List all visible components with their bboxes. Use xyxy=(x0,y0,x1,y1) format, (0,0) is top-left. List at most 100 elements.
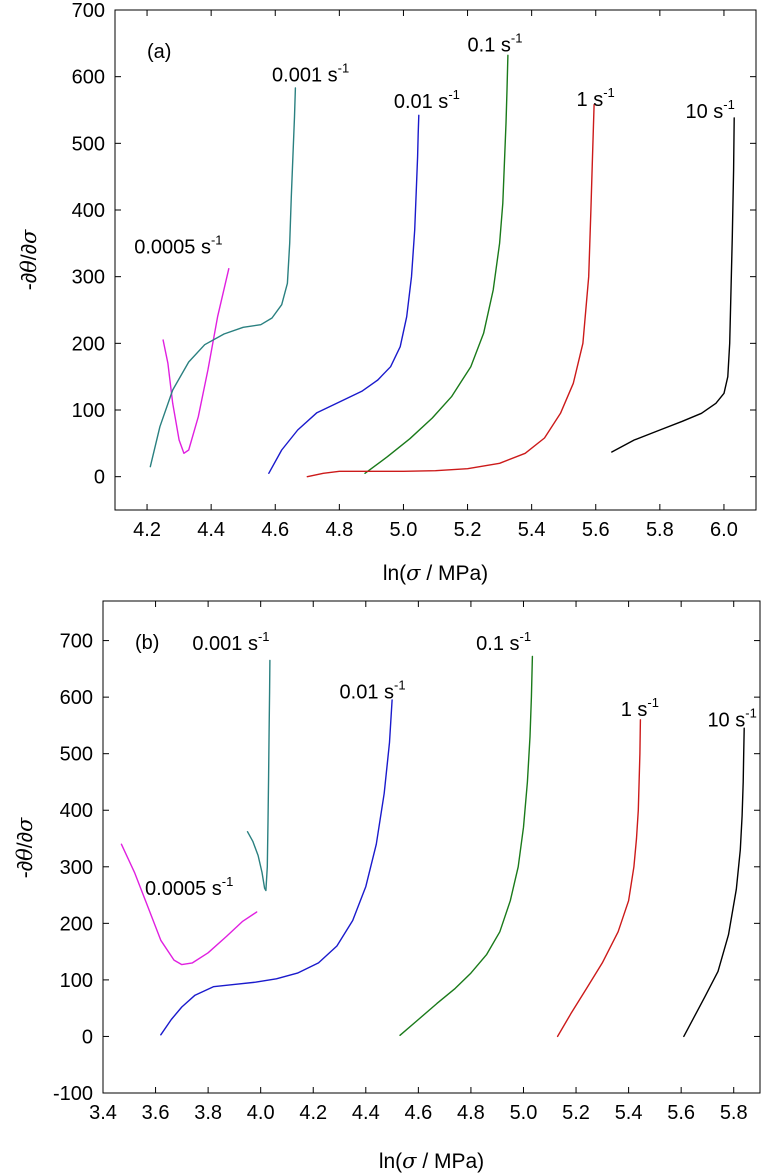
y-tick-label: 300 xyxy=(72,267,105,289)
x-tick-label: 4.4 xyxy=(197,519,225,541)
x-tick-label: 4.2 xyxy=(299,1102,327,1124)
y-tick-label: 600 xyxy=(72,67,105,89)
curve-label-text: 0.1 s xyxy=(468,34,511,56)
x-tick-label: 5.8 xyxy=(720,1102,748,1124)
y-tick-label: 400 xyxy=(60,800,93,822)
curve-label-text: 0.01 s xyxy=(340,681,394,703)
y-axis-label-theta: θ xyxy=(13,848,37,861)
y-axis-label-mid: /∂ xyxy=(14,832,37,848)
series-line-0.1 xyxy=(399,655,534,1037)
y-tick-label: 200 xyxy=(60,913,93,935)
curve-label-sup: -1 xyxy=(211,232,223,247)
y-axis-label-mid: /∂ xyxy=(18,244,41,260)
y-axis-label-sigma: σ xyxy=(17,229,41,244)
curve-label-sup: -1 xyxy=(603,85,615,100)
y-tick-label: 700 xyxy=(72,0,105,22)
x-tick-label: 3.6 xyxy=(142,1102,170,1124)
x-axis-label-pre: ln( xyxy=(379,1150,402,1173)
x-axis-label-symbol: σ xyxy=(406,561,421,585)
y-axis-label: -∂θ/∂σ xyxy=(13,817,37,878)
series-line-10 xyxy=(611,117,735,453)
x-tick-label: 4.0 xyxy=(247,1102,275,1124)
curve-label: 0.1 s-1 xyxy=(476,629,531,655)
y-axis-label: -∂θ/∂σ xyxy=(17,229,41,290)
curve-label-sup: -1 xyxy=(745,706,757,721)
y-axis-label-sigma: σ xyxy=(13,817,37,832)
x-tick-label: 5.4 xyxy=(615,1102,643,1124)
series-line-1 xyxy=(556,719,642,1038)
curve-label-sup: -1 xyxy=(448,87,460,102)
x-tick-label: 4.8 xyxy=(325,519,353,541)
x-tick-label: 5.6 xyxy=(667,1102,695,1124)
curve-label-text: 1 s xyxy=(621,699,648,721)
x-tick-label: 4.6 xyxy=(261,519,289,541)
curve-label-text: 0.01 s xyxy=(394,91,448,113)
curve-label: 0.1 s-1 xyxy=(468,30,523,56)
x-axis-label: ln(σ / MPa) xyxy=(383,561,488,585)
panel-b: 3.4 3.6 3.8 4.0 4.2 4.4 4.6 4.8 5.0 5.2 5.4 5.6 5.8 -… xyxy=(13,600,761,1173)
curve-label: 10 s-1 xyxy=(685,97,734,123)
x-axis-label-post: / MPa) xyxy=(417,1150,485,1173)
series-line-0.001 xyxy=(149,87,297,468)
y-tick-label: 100 xyxy=(60,970,93,992)
series-line-0.1 xyxy=(364,54,509,474)
x-tick-label: 5.4 xyxy=(518,519,546,541)
series-line-0.01 xyxy=(268,114,420,474)
x-tick-label: 5.0 xyxy=(390,519,418,541)
curve-label: 0.01 s-1 xyxy=(340,677,406,703)
curve-label-text: 1 s xyxy=(577,89,604,111)
curve-label-text: 10 s xyxy=(707,710,745,732)
y-tick-label: 500 xyxy=(60,744,93,766)
curve-label: 10 s-1 xyxy=(707,706,756,732)
y-tick-label: 700 xyxy=(60,631,93,653)
curve-label-sup: -1 xyxy=(258,629,270,644)
x-tick-label: 6.0 xyxy=(710,519,738,541)
plot-frame xyxy=(102,600,761,1094)
x-axis-label-symbol: σ xyxy=(402,1149,417,1173)
y-tick-label: 200 xyxy=(72,333,105,355)
x-axis-label-pre: ln( xyxy=(383,562,406,585)
x-tick-label: 3.8 xyxy=(194,1102,222,1124)
curve-label-text: 0.1 s xyxy=(476,633,519,655)
x-tick-label: 5.6 xyxy=(582,519,610,541)
curve-label: 0.0005 s-1 xyxy=(134,232,222,258)
curve-label: 0.001 s-1 xyxy=(192,629,269,655)
curve-label-text: 0.001 s xyxy=(272,64,338,86)
series-line-0.01 xyxy=(160,699,393,1036)
plot-frame xyxy=(114,9,757,511)
x-tick-label: 3.4 xyxy=(89,1102,117,1124)
curve-label-sup: -1 xyxy=(511,30,523,45)
series-line-1 xyxy=(306,103,595,478)
curve-label-text: 10 s xyxy=(685,101,723,123)
y-tick-label: 100 xyxy=(72,400,105,422)
curve-label-sup: -1 xyxy=(520,629,532,644)
x-tick-label: 4.8 xyxy=(457,1102,485,1124)
series-line-0.0005 xyxy=(162,268,230,454)
y-tick-label: 300 xyxy=(60,857,93,879)
y-tick-label: 500 xyxy=(72,133,105,155)
y-tick-label: 0 xyxy=(94,467,105,489)
series-line-10 xyxy=(683,727,745,1038)
panel-a: 4.2 4.4 4.6 4.8 5.0 5.2 5.4 5.6 5.8 6.0 0 100 200 300… xyxy=(17,0,757,585)
panel-tag: (b) xyxy=(135,632,159,654)
curve-label: 0.0005 s-1 xyxy=(145,874,233,900)
x-tick-label: 4.4 xyxy=(352,1102,380,1124)
curve-label: 1 s-1 xyxy=(621,695,659,721)
panel-tag: (a) xyxy=(147,41,171,63)
curve-label: 1 s-1 xyxy=(577,85,615,111)
curve-label-sup: -1 xyxy=(338,60,350,75)
y-axis-label-pre: -∂ xyxy=(14,861,37,878)
series-line-0.0005 xyxy=(120,843,258,966)
series-line-0.001 xyxy=(246,659,271,892)
y-axis-label-pre: -∂ xyxy=(18,273,41,290)
y-tick-label: 400 xyxy=(72,200,105,222)
x-tick-label: 5.8 xyxy=(646,519,674,541)
x-tick-label: 5.0 xyxy=(510,1102,538,1124)
y-tick-label: -100 xyxy=(53,1083,93,1105)
curve-label: 0.001 s-1 xyxy=(272,60,349,86)
curve-label-text: 0.001 s xyxy=(192,633,258,655)
curve-label-text: 0.0005 s xyxy=(145,878,222,900)
x-tick-label: 5.2 xyxy=(562,1102,590,1124)
x-tick-label: 5.2 xyxy=(454,519,482,541)
